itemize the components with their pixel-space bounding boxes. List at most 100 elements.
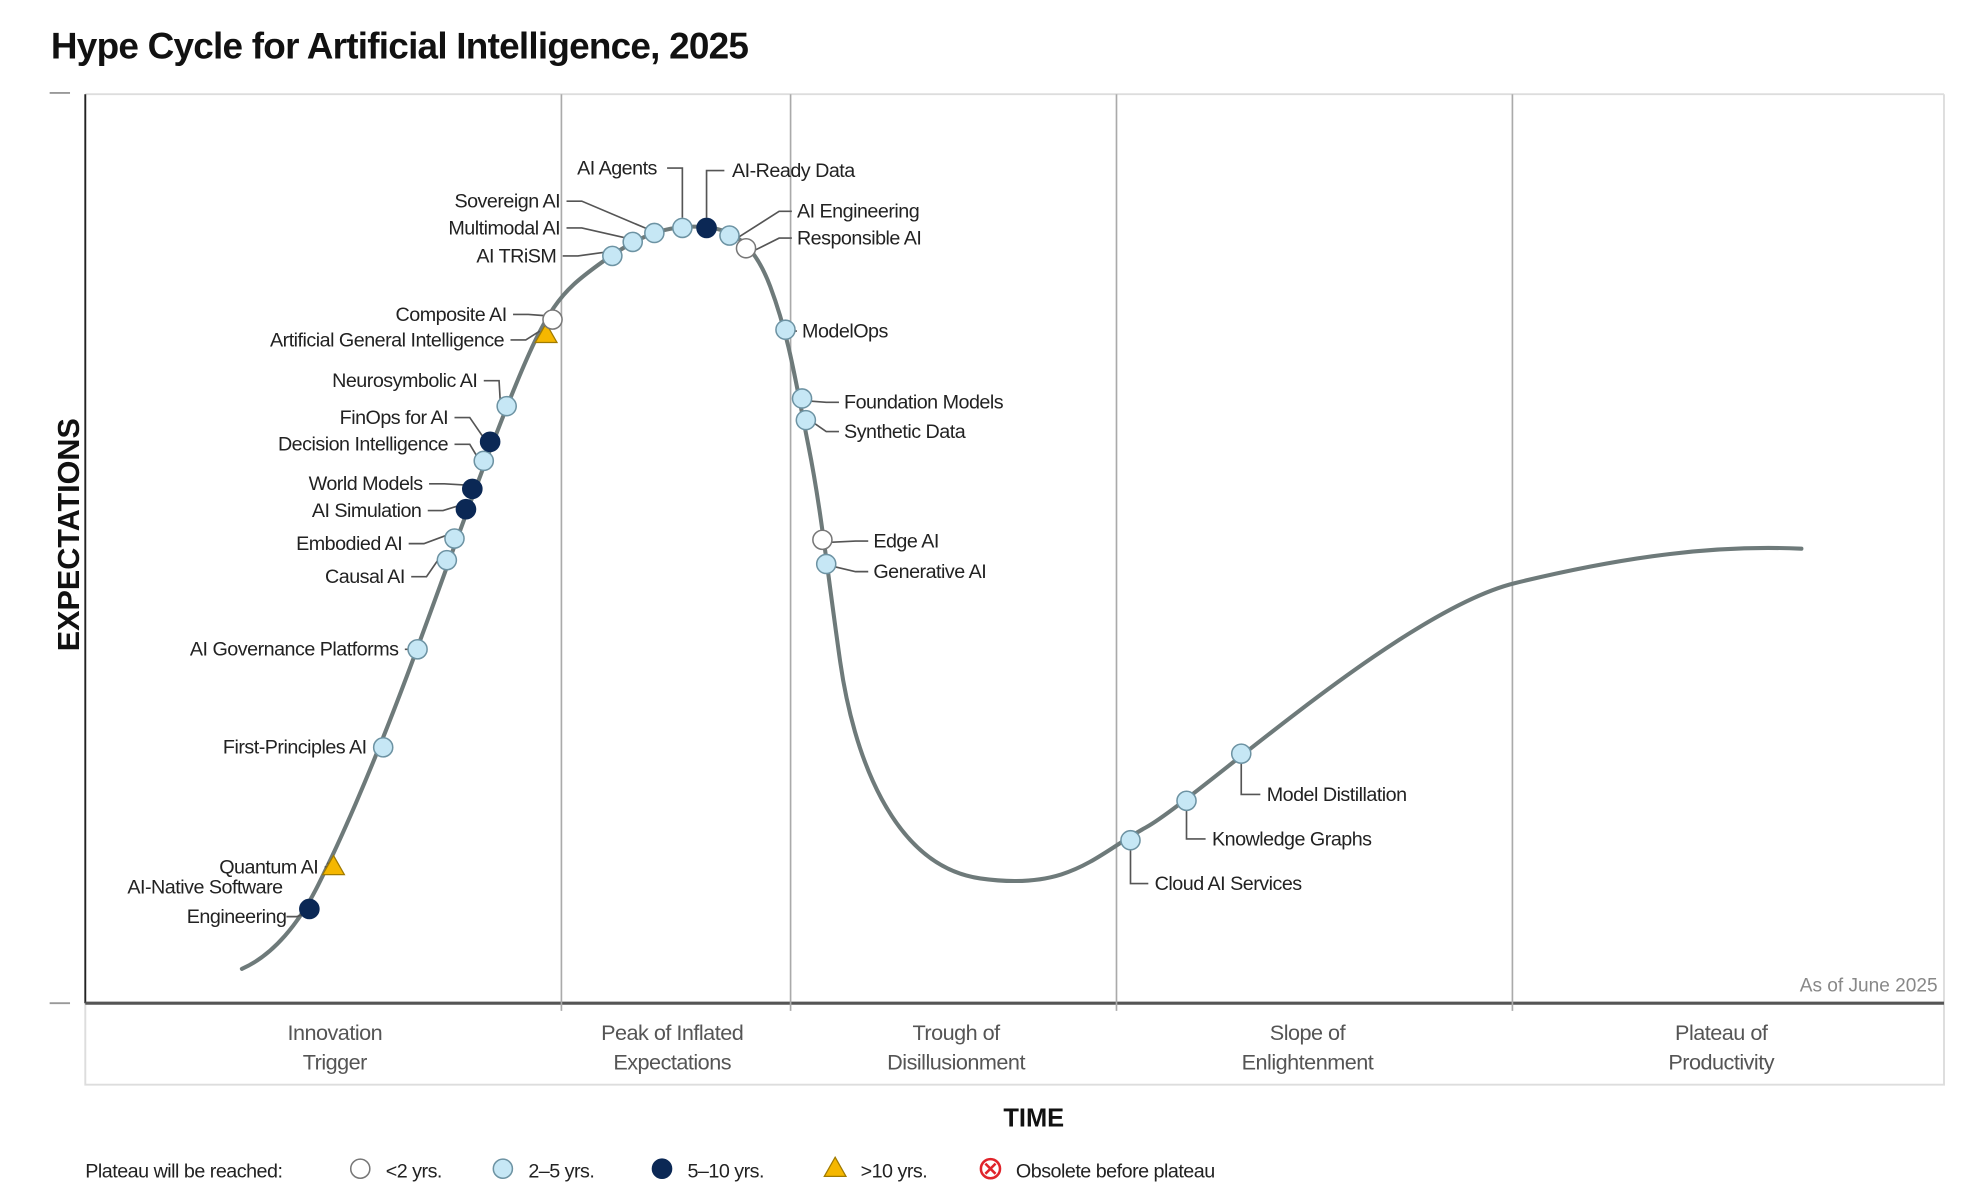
technology-label: Embodied AI <box>296 533 402 555</box>
technology-label: Neurosymbolic AI <box>332 370 477 392</box>
phase-label: Peak of Inflated Expectations <box>601 1020 743 1074</box>
circle-marker-icon <box>644 222 665 244</box>
circle-marker-icon <box>696 217 717 239</box>
circle-marker-icon <box>461 478 483 500</box>
legend-label: 5–10 yrs. <box>687 1161 764 1183</box>
leader-line <box>408 533 449 545</box>
technology-label: Knowledge Graphs <box>1212 828 1372 850</box>
technology-label: First-Principles AI <box>223 737 367 759</box>
technology-label: Edge AI <box>873 530 939 552</box>
technology-item: AI-Ready Data <box>696 160 856 239</box>
leader-line <box>1240 763 1261 796</box>
technology-item: AI Simulation <box>312 498 477 522</box>
leader-line <box>667 167 684 218</box>
leader-line <box>562 251 607 257</box>
technology-item: Neurosymbolic AI <box>332 370 517 417</box>
technology-label: AI-Ready Data <box>732 160 855 182</box>
technology-item: Quantum AI <box>219 854 346 878</box>
technology-label: FinOps for AI <box>340 407 448 429</box>
technology-label: Sovereign AI <box>454 191 560 213</box>
triangle-legend-icon <box>823 1155 848 1177</box>
technology-label: World Models <box>309 473 424 495</box>
circle-marker-icon <box>299 898 320 920</box>
chart-title: Hype Cycle for Artificial Intelligence, … <box>51 26 749 67</box>
technology-item: AI Governance Platforms <box>190 639 428 661</box>
technology-item: First-Principles AI <box>223 737 394 759</box>
phase-label: Innovation Trigger <box>287 1020 382 1074</box>
circle-marker-icon <box>542 309 563 330</box>
technology-item: World Models <box>309 473 483 500</box>
technology-label: AI TRiSM <box>476 245 556 267</box>
circle-marker-icon <box>496 395 517 417</box>
legend-label: <2 yrs. <box>386 1161 442 1183</box>
phase-label: Slope of Enlightenment <box>1242 1020 1374 1074</box>
technology-item: Generative AI <box>815 553 987 583</box>
leader-line <box>1185 810 1206 840</box>
circle-marker-icon <box>812 529 833 551</box>
leader-line <box>736 210 792 239</box>
technology-label: Quantum AI <box>219 856 318 878</box>
circle-legend-icon <box>651 1158 673 1180</box>
technology-label: AI Engineering <box>797 201 919 223</box>
technology-item: ModelOps <box>775 319 889 342</box>
leader-line <box>833 565 869 573</box>
leader-line <box>411 555 442 578</box>
legend-item: Obsolete before plateau <box>979 1157 1215 1183</box>
legend-item: >10 yrs. <box>823 1155 928 1183</box>
phase-label: Trough of Disillusionment <box>887 1020 1025 1074</box>
technology-label: Synthetic Data <box>844 421 966 443</box>
technology-item: Foundation Models <box>791 388 1004 414</box>
triangle-marker-icon <box>321 854 346 876</box>
legend-item: 5–10 yrs. <box>651 1158 765 1183</box>
technology-label: Generative AI <box>873 561 986 583</box>
leader-line <box>566 227 627 239</box>
as-of-date: As of June 2025 <box>1800 976 1938 997</box>
legend-item: 2–5 yrs. <box>492 1158 595 1183</box>
legend-title: Plateau will be reached: <box>85 1161 282 1183</box>
leader-line <box>1129 850 1149 885</box>
technology-item: Synthetic Data <box>795 409 966 443</box>
technology-label: AI Governance Platforms <box>190 639 399 661</box>
leader-line <box>705 169 725 218</box>
technology-label: Composite AI <box>396 304 507 326</box>
circle-marker-icon <box>372 737 394 758</box>
technology-item: Responsible AI <box>735 227 922 259</box>
technology-label: Model Distillation <box>1267 784 1407 806</box>
circle-marker-icon <box>455 498 477 520</box>
circle-marker-icon <box>479 431 501 453</box>
technology-item: AI Engineering <box>719 201 920 246</box>
technology-label: Artificial General Intelligence <box>270 329 505 351</box>
technology-label: AI Agents <box>577 157 657 179</box>
leader-line <box>513 313 547 317</box>
circle-legend-icon <box>349 1158 371 1180</box>
leader-line <box>510 330 541 341</box>
circle-marker-icon <box>719 225 740 246</box>
x-axis-label: TIME <box>1003 1105 1064 1133</box>
technology-item: Composite AI <box>396 304 563 330</box>
circle-marker-icon <box>473 450 495 472</box>
phase-label-band <box>84 1002 1945 1086</box>
circle-marker-icon <box>775 319 796 341</box>
leader-line <box>483 379 502 403</box>
leader-line <box>427 504 460 512</box>
circle-marker-icon <box>735 237 757 259</box>
technology-item: AI Agents <box>577 157 693 239</box>
x-icon <box>984 1162 997 1175</box>
technology-item: Embodied AI <box>296 528 465 555</box>
leader-line <box>454 443 479 458</box>
circle-marker-icon <box>1120 829 1141 851</box>
y-axis-label: EXPECTATIONS <box>52 418 86 651</box>
circle-marker-icon <box>622 231 644 253</box>
circle-marker-icon <box>791 388 813 409</box>
technology-item: AI-Native Software Engineering <box>127 877 320 928</box>
triangle-marker-icon <box>534 322 559 344</box>
technology-item: Edge AI <box>812 529 939 552</box>
legend-label: 2–5 yrs. <box>528 1161 594 1183</box>
technology-item: Knowledge Graphs <box>1176 790 1373 850</box>
leader-line <box>830 540 869 544</box>
technology-label: Causal AI <box>325 566 405 588</box>
technology-label: AI Simulation <box>312 500 422 522</box>
circle-marker-icon <box>444 528 465 549</box>
circle-marker-icon <box>815 553 837 575</box>
